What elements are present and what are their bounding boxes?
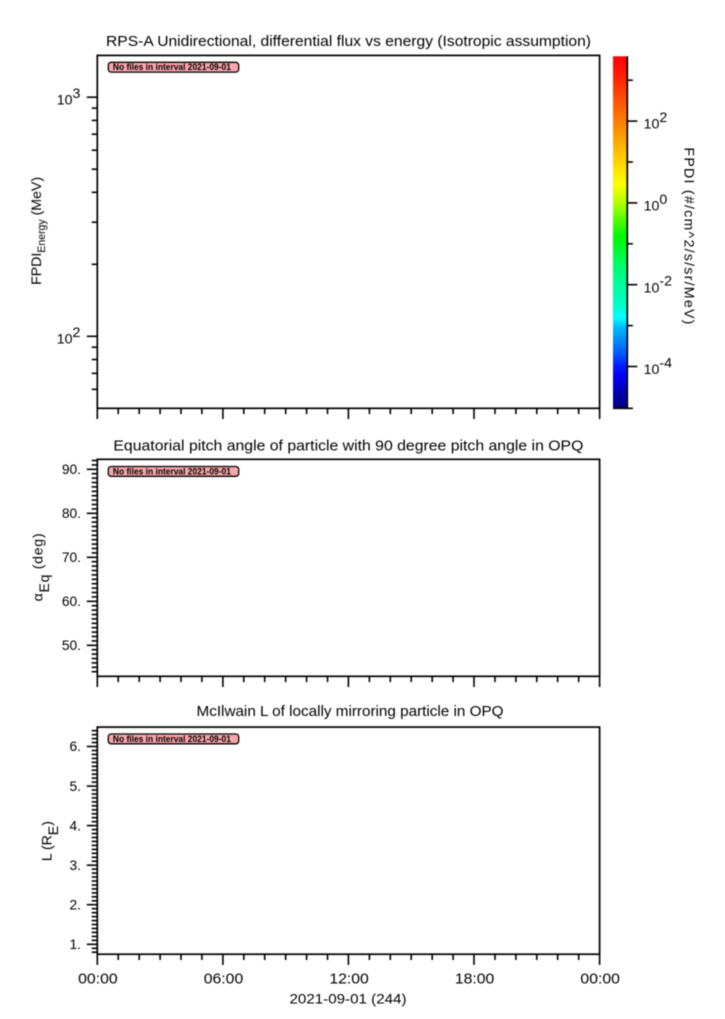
svg-text:6.: 6. — [69, 739, 81, 754]
svg-text:12:00: 12:00 — [329, 971, 369, 988]
svg-text:Equatorial pitch angle of part: Equatorial pitch angle of particle with … — [113, 438, 583, 454]
svg-text:No files in interval 2021-09-0: No files in interval 2021-09-01 — [113, 62, 232, 73]
svg-text:FPDI (#/cm^2/s/sr/MeV): FPDI (#/cm^2/s/sr/MeV) — [681, 147, 697, 324]
svg-text:00:00: 00:00 — [580, 971, 620, 988]
svg-text:1.: 1. — [69, 937, 81, 952]
svg-text:60.: 60. — [62, 594, 81, 609]
svg-text:4.: 4. — [69, 818, 81, 833]
svg-text:2021-09-01 (244): 2021-09-01 (244) — [290, 991, 407, 1007]
svg-text:FPDIEnergy (MeV): FPDIEnergy (MeV) — [29, 177, 48, 285]
svg-text:06:00: 06:00 — [204, 971, 244, 988]
svg-text:90.: 90. — [62, 462, 81, 477]
svg-text:18:00: 18:00 — [455, 971, 495, 988]
svg-text:80.: 80. — [62, 506, 81, 521]
svg-text:50.: 50. — [62, 638, 81, 653]
svg-text:No files in interval 2021-09-0: No files in interval 2021-09-01 — [113, 466, 232, 477]
svg-text:RPS-A Unidirectional, differen: RPS-A Unidirectional, differential flux … — [106, 34, 591, 50]
svg-text:No files in interval 2021-09-0: No files in interval 2021-09-01 — [113, 734, 232, 745]
svg-text:3.: 3. — [69, 858, 81, 873]
svg-text:5.: 5. — [69, 779, 81, 794]
svg-text:70.: 70. — [62, 550, 81, 565]
svg-text:2.: 2. — [69, 897, 81, 912]
svg-text:McIlwain L of locally mirrorin: McIlwain L of locally mirroring particle… — [197, 704, 504, 720]
svg-text:00:00: 00:00 — [78, 971, 118, 988]
